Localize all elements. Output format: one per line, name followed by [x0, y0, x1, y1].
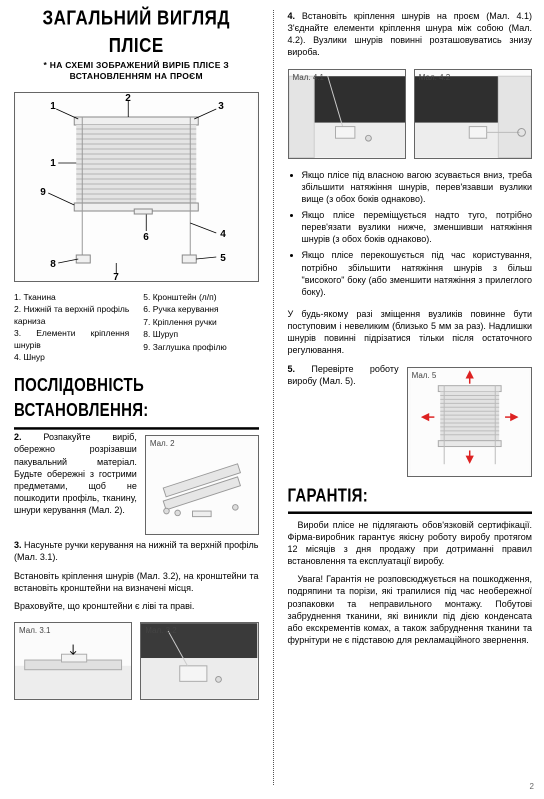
page-number: 2 [530, 782, 534, 793]
fig-42-label: Мал. 4.2 [419, 73, 450, 84]
installation-title: ПОСЛІДОВНІСТЬ ВСТАНОВЛЕННЯ: [14, 373, 259, 429]
legend-item: 3. Елементи кріплення шнурів [14, 328, 129, 351]
legend-item: 6. Ручка керування [143, 304, 258, 315]
legend-item: 5. Кронштейн (л/п) [143, 292, 258, 303]
overview-title: ЗАГАЛЬНИЙ ВИГЛЯД ПЛІСЕ [14, 5, 259, 60]
warranty-p1: Вироби плісе не підлягають обов'язковій … [288, 519, 533, 568]
legend-item: 8. Шуруп [143, 329, 258, 340]
svg-text:6: 6 [143, 232, 149, 243]
legend-col-2: 5. Кронштейн (л/п) 6. Ручка керування 7.… [143, 292, 258, 365]
svg-text:9: 9 [40, 187, 46, 198]
step-2-row: 2. Розпакуйте виріб, обережно розрізавши… [14, 431, 259, 539]
bullet-item: Якщо плісе переміщується надто туго, пот… [302, 209, 533, 245]
step-4-body: Встановіть кріплення шнурів на проєм (Ма… [288, 11, 533, 57]
svg-text:8: 8 [50, 259, 56, 270]
right-column: 4. Встановіть кріплення шнурів на проєм … [288, 10, 533, 785]
step-3-num: 3. [14, 540, 22, 550]
step-4-text: 4. Встановіть кріплення шнурів на проєм … [288, 10, 533, 59]
step-3a: Насуньте ручки керування на нижній та ве… [14, 540, 259, 562]
legend-item: 7. Кріплення ручки [143, 317, 258, 328]
svg-text:5: 5 [220, 253, 226, 264]
step-3b: Встановіть кріплення шнурів (Мал. 3.2), … [14, 570, 259, 594]
overview-schematic: 1 2 3 1 9 4 5 8 7 6 [14, 92, 259, 282]
bullet-item: Якщо плісе перекошується під час користу… [302, 249, 533, 298]
figures-3-row: Мал. 3.1 Мал. 3.2 [14, 618, 259, 704]
column-divider [273, 10, 274, 785]
fig-31-label: Мал. 3.1 [19, 626, 50, 637]
step-3c: Враховуйте, що кронштейни є ліві та прав… [14, 600, 259, 612]
step-5-text: 5. Перевірте роботу виробу (Мал. 5). [288, 363, 399, 387]
svg-text:1: 1 [50, 101, 56, 112]
warranty-title: ГАРАНТІЯ: [288, 484, 533, 514]
fig-41-label: Мал. 4.1 [293, 73, 324, 84]
legend-item: 2. Нижній та верхній профіль карниза [14, 304, 129, 327]
overview-subtitle: * НА СХЕМІ ЗОБРАЖЕНИЙ ВИРІБ ПЛІСЕ З ВСТА… [14, 60, 259, 82]
svg-text:4: 4 [220, 229, 226, 240]
step-2-text: 2. Розпакуйте виріб, обережно розрізавши… [14, 431, 137, 516]
svg-text:1: 1 [50, 158, 56, 169]
fig-32-label: Мал. 3.2 [145, 626, 176, 637]
adjustment-note: У будь-якому разі зміщення вузликів пови… [288, 308, 533, 357]
fig-5-label: Мал. 5 [412, 371, 437, 382]
figure-3-1: Мал. 3.1 [14, 622, 132, 700]
legend-col-1: 1. Тканина 2. Нижній та верхній профіль … [14, 292, 129, 365]
step-5-body: Перевірте роботу виробу (Мал. 5). [288, 364, 399, 386]
step-2-num: 2. [14, 432, 22, 442]
legend-item: 9. Заглушка профілю [143, 342, 258, 353]
left-column: ЗАГАЛЬНИЙ ВИГЛЯД ПЛІСЕ * НА СХЕМІ ЗОБРАЖ… [14, 10, 259, 785]
svg-text:7: 7 [113, 272, 119, 281]
step-3-text: 3. Насуньте ручки керування на нижній та… [14, 539, 259, 563]
step-2-body: Розпакуйте виріб, обережно розрізавши па… [14, 432, 137, 515]
step-5-row: 5. Перевірте роботу виробу (Мал. 5). Мал… [288, 363, 533, 481]
figure-4-1: Мал. 4.1 [288, 69, 406, 159]
adjustment-bullets: Якщо плісе під власною вагою зсувається … [288, 169, 533, 302]
legend-item: 4. Шнур [14, 352, 129, 363]
svg-text:3: 3 [218, 101, 224, 112]
svg-text:2: 2 [125, 93, 131, 104]
figure-4-2: Мал. 4.2 [414, 69, 532, 159]
figure-2: Мал. 2 [145, 435, 259, 535]
warranty-p2: Увага! Гарантія не розповсюджується на п… [288, 573, 533, 646]
step-4-num: 4. [288, 11, 296, 21]
figures-4-row: Мал. 4.1 Мал. 4.2 [288, 65, 533, 163]
legend-item: 1. Тканина [14, 292, 129, 303]
fig-2-label: Мал. 2 [150, 439, 175, 450]
step-5-num: 5. [288, 364, 296, 374]
figure-3-2: Мал. 3.2 [140, 622, 258, 700]
legend: 1. Тканина 2. Нижній та верхній профіль … [14, 292, 259, 365]
figure-5: Мал. 5 [407, 367, 532, 477]
bullet-item: Якщо плісе під власною вагою зсувається … [302, 169, 533, 205]
